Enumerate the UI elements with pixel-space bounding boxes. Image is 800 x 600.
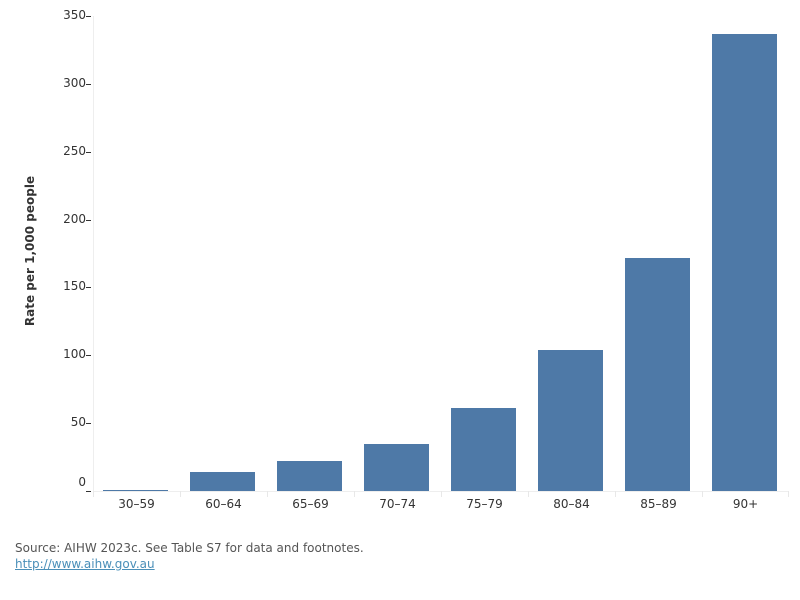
x-axis-end-tick	[788, 491, 789, 497]
x-tick-label: 65–69	[292, 497, 329, 511]
x-tick-label: 90+	[732, 497, 759, 511]
bar-3[interactable]	[364, 443, 429, 491]
x-tick-label: 85–89	[640, 497, 677, 511]
y-tick-mark	[86, 152, 91, 153]
x-tick-label: 75–79	[466, 497, 503, 511]
x-axis-line	[93, 491, 788, 492]
bar-6[interactable]	[625, 257, 690, 491]
x-category-separator	[93, 491, 94, 497]
y-tick-label: 200	[63, 212, 86, 226]
x-category-separator	[702, 491, 703, 497]
y-tick-mark	[86, 220, 91, 221]
x-tick-label: 60–64	[205, 497, 242, 511]
y-axis-line	[93, 16, 94, 491]
x-category-separator	[180, 491, 181, 497]
y-axis-title: Rate per 1,000 people	[23, 175, 37, 327]
y-tick-mark	[86, 491, 91, 492]
bar-7[interactable]	[712, 33, 777, 491]
x-tick-label: 70–74	[379, 497, 416, 511]
bar-4[interactable]	[451, 408, 516, 491]
bar-5[interactable]	[538, 349, 603, 491]
x-tick-label: 30–59	[118, 497, 155, 511]
y-tick-mark	[86, 287, 91, 288]
x-category-separator	[528, 491, 529, 497]
bar-chart: Rate per 1,000 people 0 50 100 150 200 250 300…	[23, 8, 789, 511]
y-tick-label: 50	[70, 415, 86, 429]
y-tick-label: 0	[78, 475, 86, 489]
bar-1[interactable]	[190, 472, 255, 491]
y-tick-label: 350	[63, 8, 86, 22]
bar-0[interactable]	[103, 489, 168, 491]
x-category-separator	[354, 491, 355, 497]
source-note: Source: AIHW 2023c. See Table S7 for dat…	[15, 541, 364, 555]
aihw-link[interactable]: http://www.aihw.gov.au	[15, 557, 155, 571]
y-tick-label: 300	[63, 76, 86, 90]
y-tick-label: 150	[63, 279, 86, 293]
chart-footer: Source: AIHW 2023c. See Table S7 for dat…	[15, 540, 364, 572]
y-tick-label: 250	[63, 144, 86, 158]
x-category-separator	[441, 491, 442, 497]
y-tick-mark	[86, 355, 91, 356]
y-tick-mark	[86, 16, 91, 17]
y-tick-mark	[86, 84, 91, 85]
y-tick-mark	[86, 423, 91, 424]
x-tick-label: 80–84	[553, 497, 590, 511]
bar-2[interactable]	[277, 461, 342, 491]
x-category-separator	[615, 491, 616, 497]
x-category-separator	[267, 491, 268, 497]
y-tick-label: 100	[63, 347, 86, 361]
